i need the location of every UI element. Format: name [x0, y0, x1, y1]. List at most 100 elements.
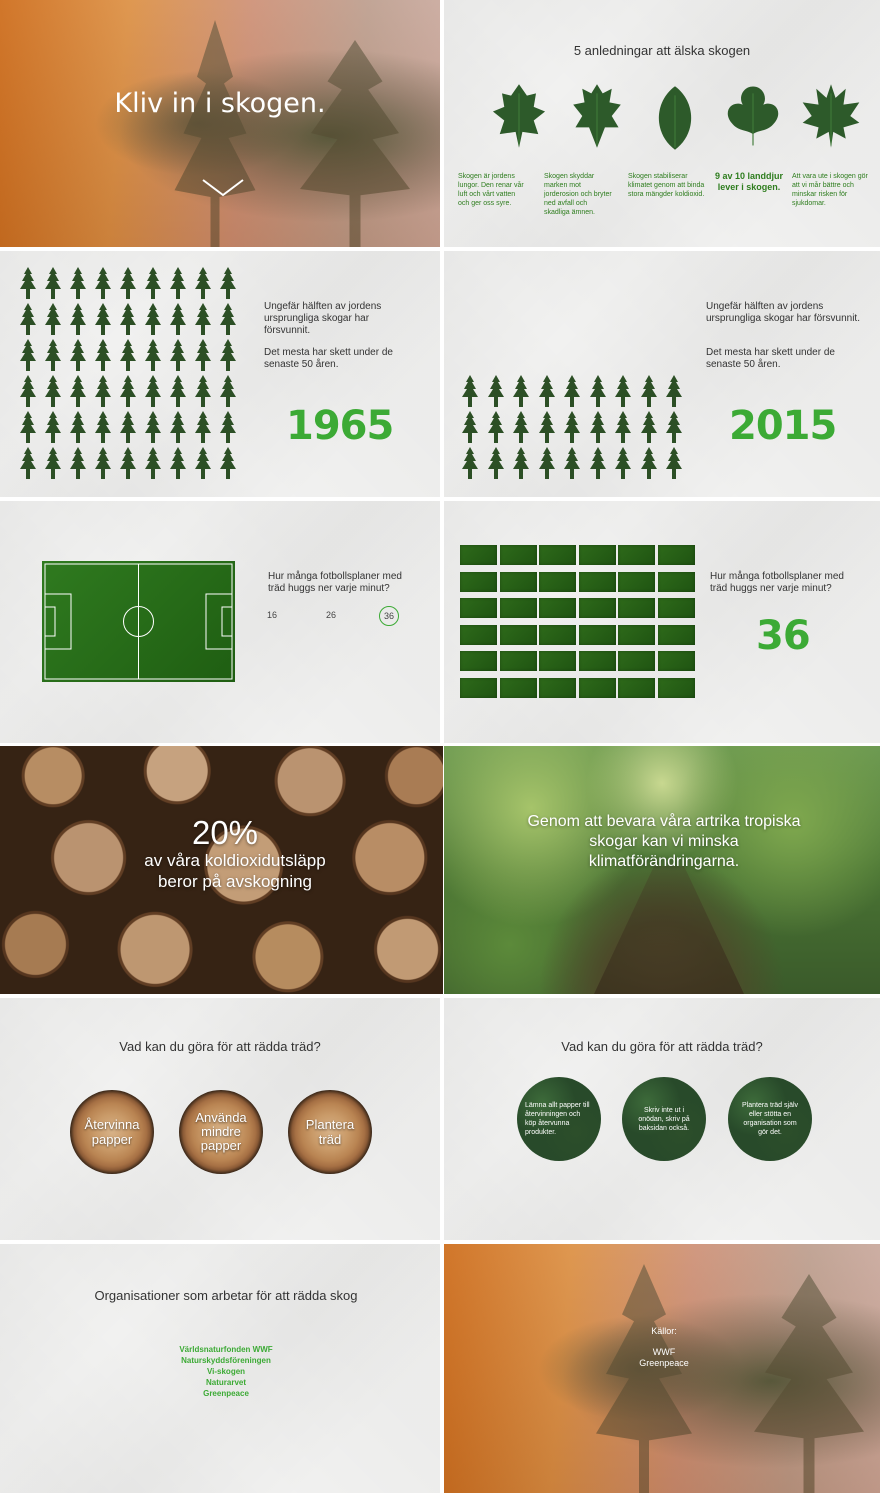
pine-tree-icon [69, 447, 87, 479]
pine-tree-icon [169, 411, 187, 443]
pine-tree-icon [94, 267, 112, 299]
football-field-icon [539, 624, 576, 645]
pine-tree-icon [589, 411, 607, 443]
ivy-leaf-icon [724, 82, 782, 155]
pine-tree-icon [44, 375, 62, 407]
football-field-icon [657, 651, 695, 671]
org-link-vi-skogen[interactable]: Vi-skogen [206, 1367, 246, 1376]
pine-tree-icon [44, 411, 62, 443]
recycle-detail-text: Lämna allt papper till återvinningen och… [525, 1102, 590, 1136]
oak-leaf-icon [490, 82, 548, 155]
pine-tree-icon [69, 339, 87, 371]
sources-label: Källor: [651, 1326, 677, 1336]
pine-tree-icon [614, 447, 632, 479]
recycle-paper-button[interactable]: Återvinna papper [70, 1090, 154, 1174]
football-answer-panel: Hur många fotbollsplaner med träd huggs … [444, 501, 880, 743]
football-field-icon [460, 545, 497, 565]
pine-tree-icon [19, 447, 37, 479]
pine-tree-icon [194, 267, 212, 299]
hero-title: Kliv in i skogen. [114, 88, 326, 119]
pine-tree-icon [169, 267, 187, 299]
pine-tree-icon [219, 339, 237, 371]
tropical-panel: Genom att bevara våra artrika tropiska s… [444, 746, 880, 994]
pine-tree-icon [169, 447, 187, 479]
plant-detail-text: Plantera träd själv eller stötta en orga… [741, 1102, 799, 1136]
answer-option-36-selected[interactable]: 36 [379, 606, 399, 626]
answer-option-26[interactable]: 26 [326, 610, 337, 620]
pine-tree-icon [169, 303, 187, 335]
pine-tree-icon [487, 411, 505, 443]
tropical-text: Genom att bevara våra artrika tropiska s… [527, 813, 801, 870]
pine-tree-icon [94, 375, 112, 407]
football-field-image [42, 561, 235, 682]
pine-tree-icon [219, 267, 237, 299]
answer-option-16[interactable]: 16 [267, 610, 278, 620]
football-field-icon [578, 651, 616, 671]
pine-tree-icon [194, 303, 212, 335]
pine-tree-icon [563, 411, 581, 443]
org-link-naturarvet[interactable]: Naturarvet [205, 1378, 246, 1387]
reason-text-4: 9 av 10 landdjur lever i skogen. [714, 171, 784, 192]
print-detail-text: Skriv inte ut i onödan, skriv på baksida… [638, 1106, 690, 1132]
football-field-icon [578, 677, 616, 698]
reasons-panel: 5 anledningar att älska skogen Skogen är… [444, 0, 880, 247]
pine-tree-icon [461, 375, 479, 407]
pine-tree-icon [119, 375, 137, 407]
forest-loss-subtext: Det mesta har skett under de senaste 50 … [706, 347, 835, 370]
pine-tree-icon [461, 411, 479, 443]
pine-tree-icon [194, 411, 212, 443]
pine-tree-icon [69, 303, 87, 335]
pine-tree-icon [119, 339, 137, 371]
forest-2015-panel: Ungefär hälften av jordens ursprungliga … [444, 251, 880, 497]
chevron-down-icon[interactable] [202, 178, 244, 198]
simple-leaf-icon [646, 84, 704, 157]
pine-tree-icon [144, 375, 162, 407]
football-quiz-panel: Hur många fotbollsplaner med träd huggs … [0, 501, 440, 743]
org-link-wwf[interactable]: Världsnaturfonden WWF [179, 1345, 273, 1354]
pine-tree-icon [614, 411, 632, 443]
print-detail-circle: Skriv inte ut i onödan, skriv på baksida… [622, 1077, 706, 1161]
football-field-icon [499, 677, 537, 698]
football-field-icon [460, 598, 497, 618]
pine-tree-icon [69, 267, 87, 299]
source-wwf: WWF [652, 1347, 676, 1357]
holly-leaf-icon [568, 82, 626, 155]
reason-text-3: Skogen stabiliserar klimatet genom att b… [628, 173, 705, 198]
football-field-icon [657, 598, 695, 618]
football-field-icon [657, 545, 695, 565]
answer-option-36-label: 36 [383, 611, 394, 621]
football-field-icon [618, 545, 655, 565]
football-field-icon [499, 624, 537, 645]
pine-tree-icon [19, 303, 37, 335]
emissions-text: av våra koldioxidutsläpp beror på avskog… [144, 851, 326, 891]
less-paper-button[interactable]: Använda mindre papper [179, 1090, 263, 1174]
plant-trees-label: Plantera träd [305, 1117, 355, 1147]
pine-tree-icon [665, 447, 683, 479]
pine-tree-icon [194, 375, 212, 407]
pine-tree-icon [487, 447, 505, 479]
pine-tree-icon [219, 303, 237, 335]
pine-tree-icon [144, 303, 162, 335]
football-question: Hur många fotbollsplaner med träd huggs … [710, 571, 844, 594]
pine-tree-icon [119, 267, 137, 299]
pine-tree-icon [19, 411, 37, 443]
org-link-greenpeace[interactable]: Greenpeace [203, 1389, 249, 1398]
sources-panel: Källor: WWF Greenpeace [444, 1244, 880, 1493]
pine-tree-icon [69, 375, 87, 407]
forest-1965-panel: Ungefär hälften av jordens ursprungliga … [0, 251, 440, 497]
less-paper-label: Använda mindre papper [195, 1110, 247, 1153]
pine-tree-icon [19, 339, 37, 371]
football-field-icon [578, 624, 616, 645]
org-link-naturskyddsforeningen[interactable]: Naturskyddsföreningen [181, 1356, 271, 1365]
reason-text-2: Skogen skyddar marken mot jorderosion oc… [544, 173, 612, 216]
source-greenpeace: Greenpeace [639, 1358, 689, 1368]
plant-trees-button[interactable]: Plantera träd [288, 1090, 372, 1174]
pine-tree-icon [119, 411, 137, 443]
recycle-paper-label: Återvinna papper [84, 1117, 140, 1147]
organisations-title: Organisationer som arbetar för att rädda… [94, 1288, 358, 1303]
pine-tree-icon [69, 411, 87, 443]
pine-tree-icon [665, 375, 683, 407]
save-trees-title: Vad kan du göra för att rädda träd? [119, 1039, 321, 1054]
football-field-icon [578, 598, 616, 618]
football-field-icon [578, 571, 616, 592]
